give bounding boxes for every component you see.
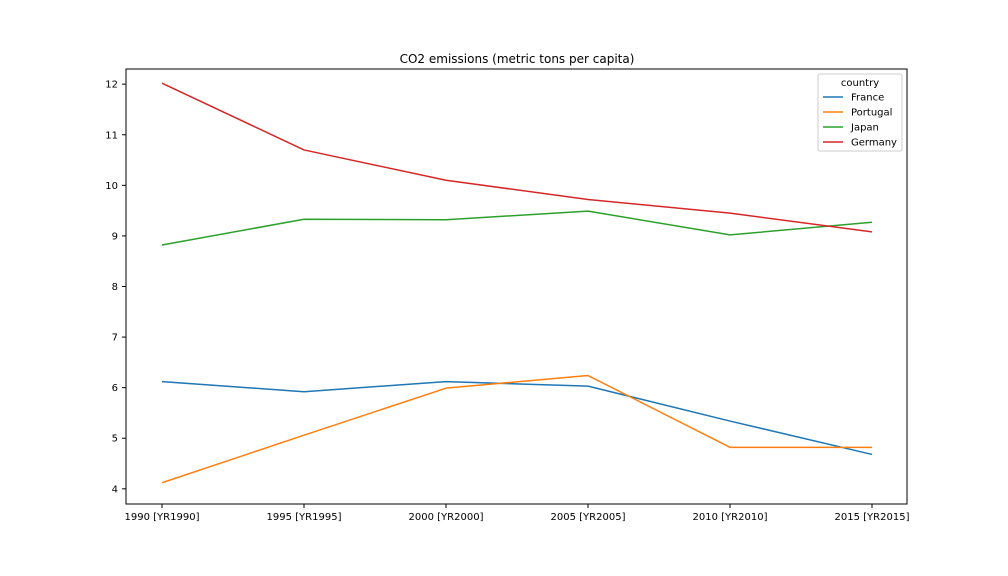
y-axis: 4 5 6 7 8 9 10 11 12: [105, 80, 126, 495]
x-tick-label: 2010 [YR2010]: [693, 512, 768, 523]
y-tick-label: 11: [105, 130, 118, 141]
legend-label-germany: Germany: [851, 138, 897, 149]
y-tick-label: 5: [112, 434, 118, 445]
chart-title: CO2 emissions (metric tons per capita): [400, 52, 635, 66]
y-tick-label: 10: [105, 181, 118, 192]
legend: country France Portugal Japan Germany: [817, 73, 903, 152]
y-tick-label: 9: [112, 231, 118, 242]
y-tick-label: 8: [112, 282, 118, 293]
y-tick-label: 12: [105, 80, 118, 91]
x-tick-label: 2005 [YR2005]: [551, 512, 626, 523]
y-tick-label: 4: [112, 484, 118, 495]
legend-box: [817, 73, 903, 152]
series-line-france: [161, 380, 873, 456]
x-tick-label: 1990 [YR1990]: [125, 512, 200, 523]
y-tick-label: 6: [112, 383, 118, 394]
x-tick-label: 2015 [YR2015]: [835, 512, 910, 523]
series-line-portugal: [161, 374, 872, 484]
plot-area: [161, 82, 873, 484]
legend-label-france: France: [851, 93, 884, 104]
x-axis: 1990 [YR1990] 1995 [YR1995] 2000 [YR2000] 2…: [125, 504, 910, 523]
legend-label-japan: Japan: [850, 123, 879, 134]
legend-label-portugal: Portugal: [851, 108, 892, 119]
series-line-japan: [161, 210, 873, 246]
x-tick-label: 1995 [YR1995]: [267, 512, 342, 523]
series-line-germany: [161, 82, 873, 233]
y-tick-label: 7: [112, 333, 118, 344]
legend-title: country: [841, 78, 879, 89]
x-tick-label: 2000 [YR2000]: [409, 512, 484, 523]
plot-frame: [125, 68, 908, 505]
